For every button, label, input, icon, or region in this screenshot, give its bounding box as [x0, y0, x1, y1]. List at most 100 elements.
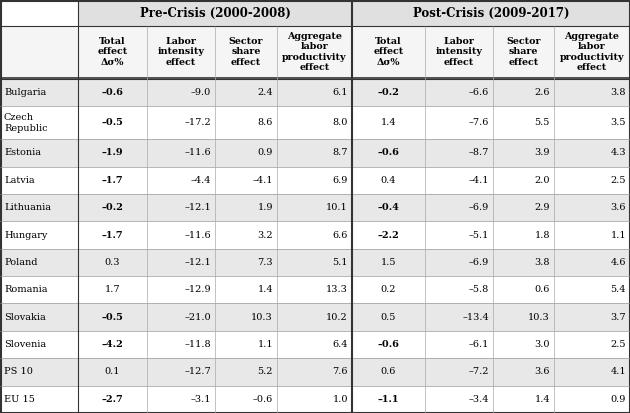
Text: 8.0: 8.0 [333, 118, 348, 127]
Text: –3.1: –3.1 [190, 395, 211, 404]
Text: 5.1: 5.1 [333, 258, 348, 267]
Bar [352, 0, 630, 26]
Text: 0.4: 0.4 [381, 176, 396, 185]
Text: –6.1: –6.1 [469, 340, 489, 349]
Bar [0, 358, 630, 386]
Text: –7.2: –7.2 [469, 368, 489, 376]
Text: 10.2: 10.2 [326, 313, 348, 322]
Text: –6.6: –6.6 [469, 88, 489, 97]
Text: Czech
Republic: Czech Republic [4, 113, 48, 133]
Text: 0.9: 0.9 [258, 148, 273, 157]
Text: 3.0: 3.0 [534, 340, 550, 349]
Text: 0.2: 0.2 [381, 285, 396, 294]
Text: 1.1: 1.1 [258, 340, 273, 349]
Text: 6.6: 6.6 [333, 230, 348, 240]
Bar [0, 194, 630, 221]
Text: 1.5: 1.5 [381, 258, 396, 267]
Text: 0.3: 0.3 [105, 258, 120, 267]
Text: Total
effect
Δσ%: Total effect Δσ% [98, 37, 128, 67]
Text: 10.1: 10.1 [326, 203, 348, 212]
Text: 10.3: 10.3 [251, 313, 273, 322]
Bar [0, 249, 630, 276]
Text: 1.4: 1.4 [258, 285, 273, 294]
Text: 7.3: 7.3 [258, 258, 273, 267]
Text: –8.7: –8.7 [469, 148, 489, 157]
Text: 2.9: 2.9 [534, 203, 550, 212]
Text: –2.7: –2.7 [101, 395, 123, 404]
Text: 6.9: 6.9 [333, 176, 348, 185]
Text: –1.9: –1.9 [101, 148, 123, 157]
Text: –7.6: –7.6 [469, 118, 489, 127]
Text: 6.4: 6.4 [333, 340, 348, 349]
Text: 3.8: 3.8 [534, 258, 550, 267]
Text: 5.4: 5.4 [610, 285, 626, 294]
Text: Slovakia: Slovakia [4, 313, 46, 322]
Text: Sector
share
effect: Sector share effect [507, 37, 541, 67]
Text: –4.4: –4.4 [190, 176, 211, 185]
Text: –5.8: –5.8 [469, 285, 489, 294]
Text: Labor
intensity
effect: Labor intensity effect [435, 37, 483, 67]
Text: –12.9: –12.9 [185, 285, 211, 294]
Text: –0.4: –0.4 [377, 203, 399, 212]
Text: –1.7: –1.7 [101, 230, 123, 240]
Text: 3.8: 3.8 [610, 88, 626, 97]
Text: 2.0: 2.0 [534, 176, 550, 185]
Text: –12.1: –12.1 [184, 203, 211, 212]
Text: –0.6: –0.6 [377, 148, 399, 157]
Text: 3.6: 3.6 [610, 203, 626, 212]
Text: 1.8: 1.8 [534, 230, 550, 240]
Text: –21.0: –21.0 [185, 313, 211, 322]
Text: –11.8: –11.8 [185, 340, 211, 349]
Text: Slovenia: Slovenia [4, 340, 46, 349]
Text: –2.2: –2.2 [377, 230, 399, 240]
Text: –5.1: –5.1 [469, 230, 489, 240]
Text: 2.5: 2.5 [610, 340, 626, 349]
Text: 1.1: 1.1 [610, 230, 626, 240]
Text: Aggregate
labor
productivity
effect: Aggregate labor productivity effect [282, 32, 346, 72]
Text: –4.1: –4.1 [469, 176, 489, 185]
Text: 1.7: 1.7 [105, 285, 120, 294]
Text: 2.6: 2.6 [534, 88, 550, 97]
Text: 2.5: 2.5 [610, 176, 626, 185]
Bar [0, 139, 630, 166]
Text: 4.3: 4.3 [610, 148, 626, 157]
Text: 6.1: 6.1 [333, 88, 348, 97]
Text: 5.5: 5.5 [535, 118, 550, 127]
Text: 0.1: 0.1 [105, 368, 120, 376]
Text: 3.7: 3.7 [610, 313, 626, 322]
Text: 8.7: 8.7 [333, 148, 348, 157]
Text: –12.1: –12.1 [184, 258, 211, 267]
Text: 4.1: 4.1 [610, 368, 626, 376]
Text: Poland: Poland [4, 258, 38, 267]
Text: –11.6: –11.6 [185, 230, 211, 240]
Text: Estonia: Estonia [4, 148, 41, 157]
Text: –13.4: –13.4 [462, 313, 489, 322]
Text: –0.2: –0.2 [101, 203, 123, 212]
Text: –1.7: –1.7 [101, 176, 123, 185]
Text: Sector
share
effect: Sector share effect [229, 37, 263, 67]
Text: Bulgaria: Bulgaria [4, 88, 46, 97]
Text: –6.9: –6.9 [469, 258, 489, 267]
Text: –0.6: –0.6 [377, 340, 399, 349]
Text: 4.6: 4.6 [610, 258, 626, 267]
Text: Latvia: Latvia [4, 176, 35, 185]
Text: –6.9: –6.9 [469, 203, 489, 212]
Text: 3.9: 3.9 [534, 148, 550, 157]
Text: –4.1: –4.1 [253, 176, 273, 185]
Text: –0.5: –0.5 [101, 313, 123, 322]
Text: 3.2: 3.2 [258, 230, 273, 240]
Text: 0.9: 0.9 [610, 395, 626, 404]
Text: Post-Crisis (2009-2017): Post-Crisis (2009-2017) [413, 7, 570, 19]
Text: –9.0: –9.0 [191, 88, 211, 97]
Text: 5.2: 5.2 [258, 368, 273, 376]
Text: –0.6: –0.6 [101, 88, 123, 97]
Text: EU 15: EU 15 [4, 395, 35, 404]
Text: 0.6: 0.6 [381, 368, 396, 376]
Text: 3.5: 3.5 [610, 118, 626, 127]
Text: Hungary: Hungary [4, 230, 47, 240]
Bar [0, 26, 630, 78]
Bar [0, 304, 630, 331]
Text: PS 10: PS 10 [4, 368, 33, 376]
Text: –17.2: –17.2 [184, 118, 211, 127]
Text: 10.3: 10.3 [528, 313, 550, 322]
